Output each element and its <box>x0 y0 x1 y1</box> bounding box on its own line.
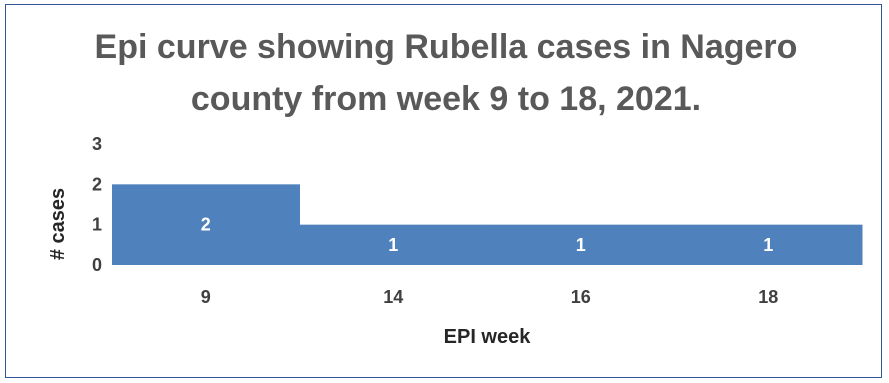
x-axis-ticks: 9 14 16 18 <box>201 287 779 307</box>
y-tick-label-2: 2 <box>92 174 102 194</box>
y-tick-label-0: 0 <box>92 255 102 275</box>
data-label-week-9: 2 <box>201 215 211 235</box>
bar-week-16 <box>487 224 675 265</box>
y-tick-label-3: 3 <box>92 134 102 154</box>
x-tick-label-14: 14 <box>383 287 403 307</box>
chart-title-line-1: Epi curve showing Rubella cases in Nager… <box>95 28 798 66</box>
bar-week-18 <box>674 224 863 265</box>
data-label-week-14: 1 <box>388 235 398 255</box>
bars-layer <box>112 184 863 265</box>
bar-week-9 <box>112 184 300 265</box>
data-labels-layer: 2 1 1 1 <box>201 215 774 255</box>
data-label-week-18: 1 <box>763 235 773 255</box>
y-axis-title: # cases <box>47 188 69 260</box>
x-tick-label-16: 16 <box>571 287 591 307</box>
y-axis-ticks: 0 1 2 3 <box>92 134 102 275</box>
x-tick-label-18: 18 <box>758 287 778 307</box>
y-tick-label-1: 1 <box>92 215 102 235</box>
bar-week-14 <box>299 224 488 265</box>
x-tick-label-9: 9 <box>201 287 211 307</box>
x-axis-title: EPI week <box>444 326 532 348</box>
data-label-week-16: 1 <box>576 235 586 255</box>
chart-title-line-2: county from week 9 to 18, 2021. <box>191 80 701 118</box>
